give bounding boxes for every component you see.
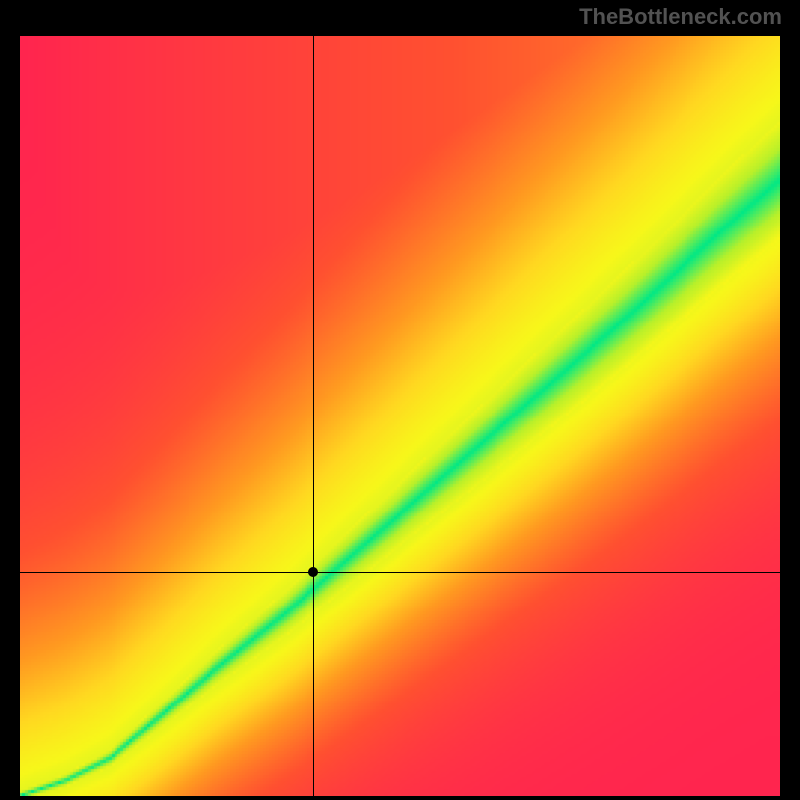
watermark-text: TheBottleneck.com [579,4,782,30]
crosshair-dot [308,567,318,577]
chart-container: TheBottleneck.com [0,0,800,800]
crosshair-vertical [313,36,314,796]
crosshair-horizontal [20,572,780,573]
heatmap-canvas [20,36,780,796]
plot-area [20,36,780,796]
